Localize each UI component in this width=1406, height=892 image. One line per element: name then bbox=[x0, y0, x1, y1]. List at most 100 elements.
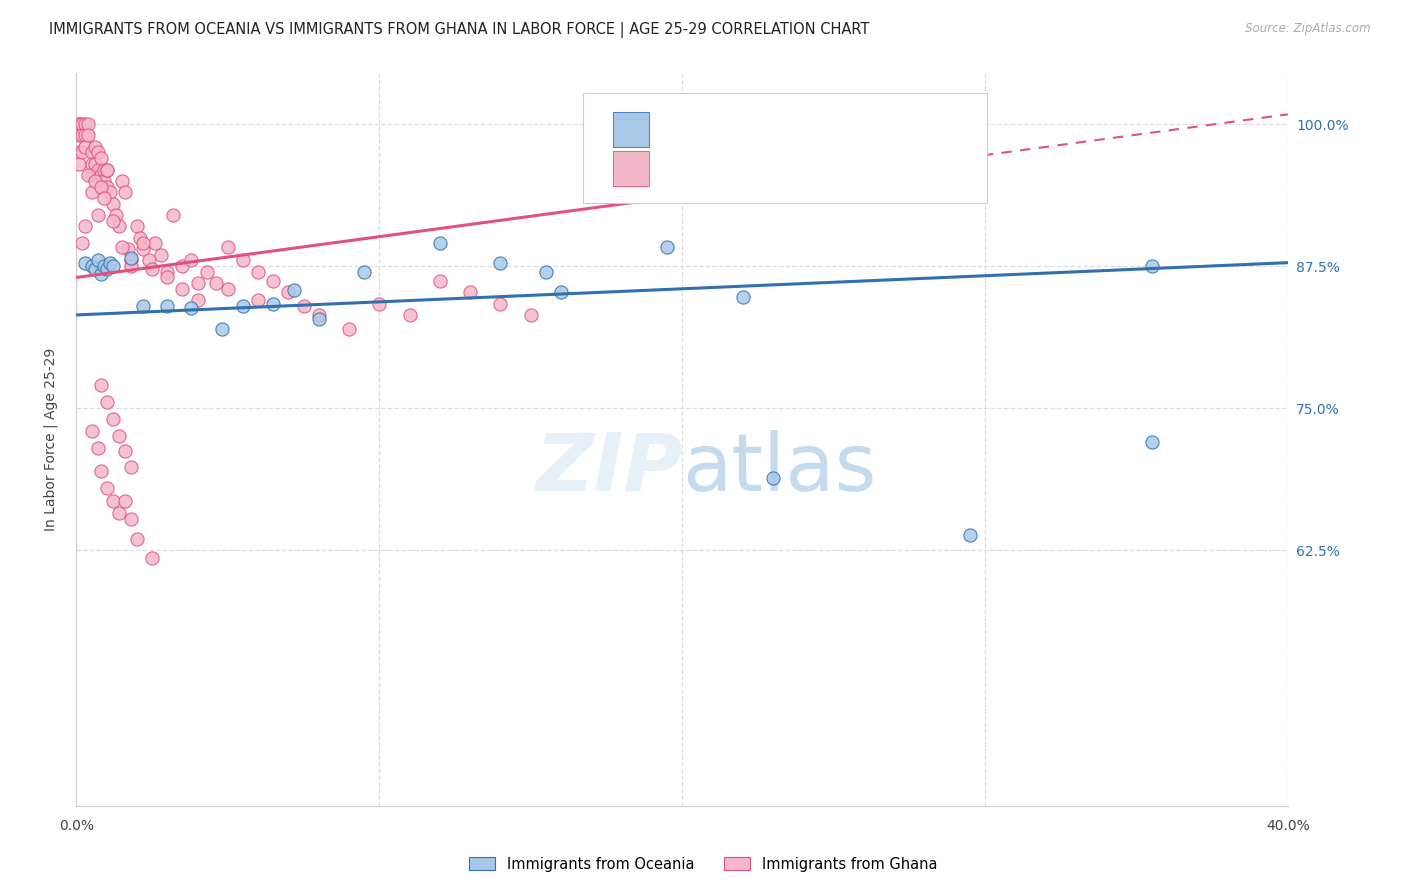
Text: R =: R = bbox=[664, 161, 699, 176]
Point bbox=[180, 301, 202, 315]
Point bbox=[247, 265, 270, 279]
Point bbox=[77, 168, 100, 182]
Point bbox=[186, 293, 208, 307]
Point bbox=[101, 259, 124, 273]
Point bbox=[550, 285, 572, 300]
Point bbox=[90, 378, 112, 392]
Point bbox=[125, 219, 148, 234]
Point bbox=[67, 128, 90, 143]
Point bbox=[93, 174, 115, 188]
Text: ZIP: ZIP bbox=[534, 430, 682, 508]
Point bbox=[308, 308, 330, 322]
Point bbox=[117, 242, 139, 256]
Point bbox=[96, 179, 118, 194]
Point bbox=[141, 551, 163, 566]
Point bbox=[101, 196, 124, 211]
Point bbox=[72, 145, 94, 160]
Point bbox=[96, 481, 118, 495]
Point bbox=[489, 255, 512, 269]
Point bbox=[232, 253, 254, 268]
Point bbox=[129, 230, 152, 244]
Point bbox=[292, 299, 315, 313]
Point bbox=[308, 312, 330, 326]
Point bbox=[90, 168, 112, 182]
Point bbox=[107, 429, 129, 443]
Point bbox=[98, 186, 121, 200]
Text: atlas: atlas bbox=[682, 430, 876, 508]
Point bbox=[80, 168, 103, 182]
Text: R =: R = bbox=[664, 122, 699, 136]
Point bbox=[96, 162, 118, 177]
Text: Source: ZipAtlas.com: Source: ZipAtlas.com bbox=[1246, 22, 1371, 36]
Point bbox=[262, 296, 284, 310]
Point bbox=[90, 464, 112, 478]
Point bbox=[83, 157, 105, 171]
FancyBboxPatch shape bbox=[582, 94, 987, 202]
Point bbox=[86, 208, 108, 222]
Point bbox=[101, 213, 124, 227]
Point bbox=[86, 441, 108, 455]
Text: 40.0%: 40.0% bbox=[1265, 819, 1310, 833]
Point bbox=[104, 208, 127, 222]
Point bbox=[67, 117, 90, 131]
Text: N =: N = bbox=[785, 161, 821, 176]
Point bbox=[72, 117, 94, 131]
Point bbox=[125, 532, 148, 546]
Point bbox=[93, 191, 115, 205]
Point bbox=[75, 255, 97, 269]
Point bbox=[67, 145, 90, 160]
Point bbox=[120, 259, 142, 273]
Point bbox=[72, 128, 94, 143]
Point bbox=[80, 186, 103, 200]
Point bbox=[156, 265, 179, 279]
Point bbox=[1140, 435, 1163, 450]
Point bbox=[111, 240, 134, 254]
Point bbox=[959, 528, 981, 542]
Point bbox=[353, 265, 375, 279]
Point bbox=[398, 308, 420, 322]
Point bbox=[83, 140, 105, 154]
Point bbox=[204, 276, 226, 290]
Point bbox=[86, 145, 108, 160]
Point bbox=[72, 236, 94, 251]
Point bbox=[120, 460, 142, 475]
Text: 0.157: 0.157 bbox=[710, 161, 761, 176]
Point bbox=[762, 471, 785, 485]
Point bbox=[232, 299, 254, 313]
Point bbox=[96, 395, 118, 409]
Point bbox=[107, 219, 129, 234]
Text: 29: 29 bbox=[831, 122, 853, 136]
Point bbox=[86, 162, 108, 177]
Point bbox=[75, 219, 97, 234]
Point bbox=[162, 208, 184, 222]
Point bbox=[96, 262, 118, 277]
Point bbox=[731, 290, 754, 304]
Point bbox=[83, 262, 105, 277]
Point bbox=[458, 285, 481, 300]
Point bbox=[217, 240, 239, 254]
Point bbox=[67, 117, 90, 131]
Point bbox=[138, 253, 160, 268]
Point bbox=[77, 117, 100, 131]
Point bbox=[156, 299, 179, 313]
Point bbox=[217, 282, 239, 296]
Point bbox=[247, 293, 270, 307]
Point bbox=[186, 276, 208, 290]
Point bbox=[90, 267, 112, 281]
Point bbox=[86, 253, 108, 268]
Point bbox=[519, 308, 541, 322]
Point bbox=[337, 321, 360, 335]
Point bbox=[429, 274, 451, 288]
Point bbox=[262, 274, 284, 288]
Point bbox=[101, 412, 124, 426]
Point bbox=[172, 282, 194, 296]
Point bbox=[534, 265, 557, 279]
Point bbox=[80, 145, 103, 160]
Point bbox=[96, 162, 118, 177]
Point bbox=[75, 128, 97, 143]
Point bbox=[83, 174, 105, 188]
Point bbox=[80, 259, 103, 273]
Point bbox=[101, 494, 124, 508]
Point bbox=[283, 283, 305, 297]
Point bbox=[655, 240, 678, 254]
